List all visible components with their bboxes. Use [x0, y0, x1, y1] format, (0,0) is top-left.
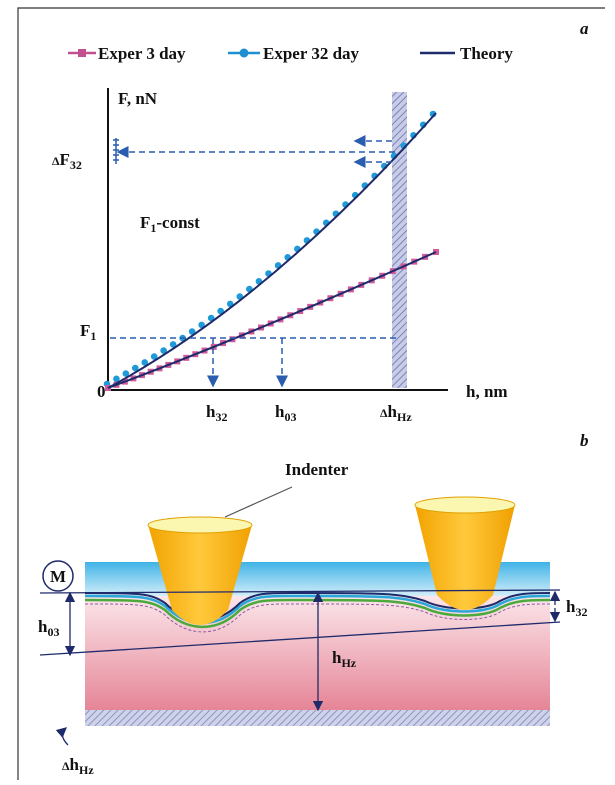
- y-axis-label: F, nN: [118, 89, 158, 108]
- indenter-label: Indenter: [285, 460, 349, 479]
- m-label: M: [50, 567, 66, 586]
- legend-label: Theory: [460, 44, 513, 63]
- delta-hhz-label: ΔhHz: [380, 402, 412, 424]
- hz-band: [392, 92, 407, 388]
- theory-curve: [108, 113, 436, 388]
- delta-f32-label: ΔF32: [52, 150, 82, 172]
- h03-label: h03: [275, 402, 296, 424]
- x-axis-label: h, nm: [466, 382, 508, 401]
- label-part: Hz: [79, 763, 94, 777]
- f1-const-label: F1-const: [140, 213, 200, 235]
- label-part: F: [80, 321, 90, 340]
- delta-hhz-label: ΔhHz: [62, 755, 94, 777]
- f1-label: F1: [80, 321, 96, 343]
- guides: [110, 138, 400, 386]
- h03-label: h03: [38, 617, 59, 639]
- panel-tag: a: [580, 19, 589, 38]
- label-part: 32: [575, 605, 587, 619]
- panel-tag: b: [580, 431, 589, 450]
- label-part: F: [140, 213, 150, 232]
- label-part: Hz: [397, 410, 412, 424]
- label-part: -const: [156, 213, 200, 232]
- label-part: Hz: [341, 656, 356, 670]
- legend: Exper 3 day Exper 32 day Theory: [68, 44, 513, 63]
- label-part: 03: [284, 410, 296, 424]
- figure: a Exper 3 day Exper 32 day Theory F, nN …: [0, 0, 615, 785]
- label-part: 03: [47, 625, 59, 639]
- base-hatch: [85, 710, 550, 726]
- legend-label: Exper 3 day: [98, 44, 186, 63]
- h32-label: h32: [206, 402, 227, 424]
- h32-label: h32: [566, 597, 587, 619]
- label-part: 1: [90, 329, 96, 343]
- legend-label: Exper 32 day: [263, 44, 360, 63]
- label-part: 32: [215, 410, 227, 424]
- label-part: 32: [70, 158, 82, 172]
- leader-line: [225, 487, 292, 517]
- label-part: F: [60, 150, 70, 169]
